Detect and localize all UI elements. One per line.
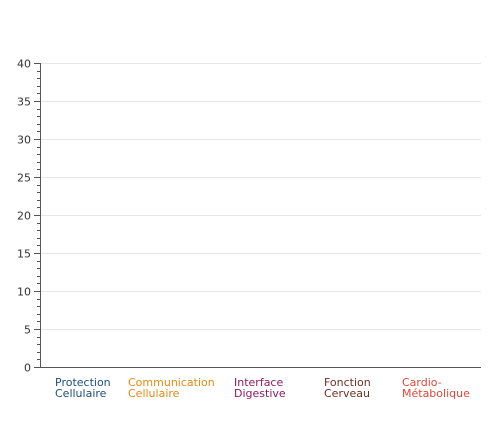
x-category-label-line: Digestive [234,387,286,400]
x-category-label-line: Cellulaire [55,387,107,400]
y-tick-label-15: 15 [17,248,31,261]
axes [40,63,481,368]
y-tick-label-25: 25 [17,172,31,185]
x-category-label-line: Cellulaire [128,387,180,400]
grid-lines [40,63,481,330]
y-tick-label-10: 10 [17,286,31,299]
y-tick-label-5: 5 [24,324,31,337]
y-tick-label-0: 0 [24,362,31,375]
x-category-label-line: Protection [55,376,111,389]
x-category-label-1: Communication Cellulaire [128,376,215,400]
x-category-label-3: Fonction Cerveau [324,376,371,400]
x-category-label-line: Cardio- [402,376,442,389]
x-category-label-line: Cerveau [324,387,370,400]
y-tick-label-40: 40 [17,58,31,71]
y-tick-label-20: 20 [17,210,31,223]
x-category-label-0: Protection Cellulaire [55,376,111,400]
x-category-label-line: Communication [128,376,215,389]
y-axis-ticks: 0 5 10 15 20 25 30 35 40 [17,58,40,375]
x-category-label-2: Interface Digestive [234,376,286,400]
x-category-label-line: Métabolique [402,387,470,400]
x-category-label-4: Cardio-Métabolique [402,376,470,400]
y-tick-label-35: 35 [17,96,31,109]
x-category-label-line: Interface [234,376,283,389]
y-tick-label-30: 30 [17,134,31,147]
x-category-label-line: Fonction [324,376,371,389]
